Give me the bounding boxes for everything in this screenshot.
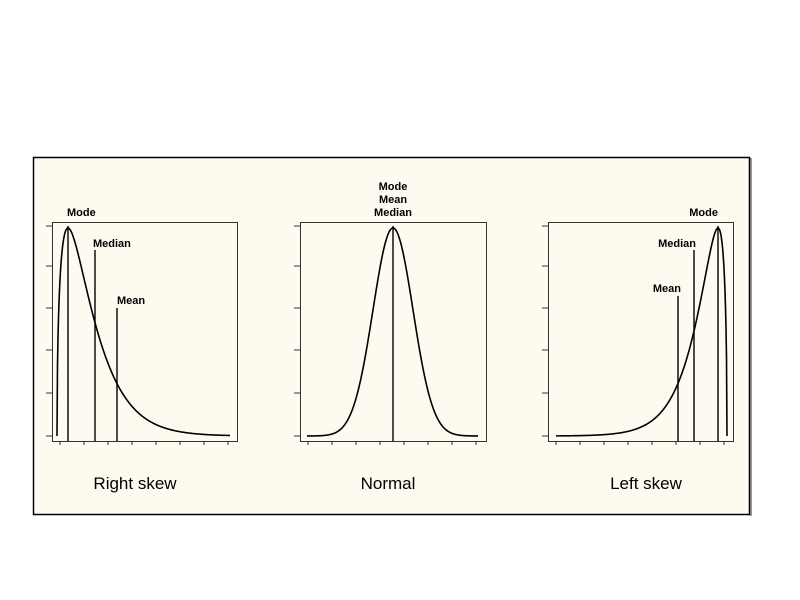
diagram-box xyxy=(32,156,751,516)
mean-label: Mean xyxy=(117,295,145,307)
curve xyxy=(556,227,728,437)
shapes xyxy=(46,225,728,445)
plot-frame xyxy=(300,222,487,442)
plot-frame xyxy=(52,222,238,442)
median-label: Median xyxy=(374,207,412,219)
caption: Right skew xyxy=(93,474,177,493)
plot-frame xyxy=(548,222,734,442)
mode-label: Mode xyxy=(689,207,718,219)
median-label: Median xyxy=(658,238,696,250)
caption: Normal xyxy=(361,474,416,493)
mode-label: Mode xyxy=(379,181,408,193)
mode-label: Mode xyxy=(67,207,96,219)
curve xyxy=(56,227,231,437)
mean-label: Mean xyxy=(379,194,407,206)
caption: Left skew xyxy=(610,474,683,493)
mean-label: Mean xyxy=(653,283,681,295)
median-label: Median xyxy=(93,238,131,250)
